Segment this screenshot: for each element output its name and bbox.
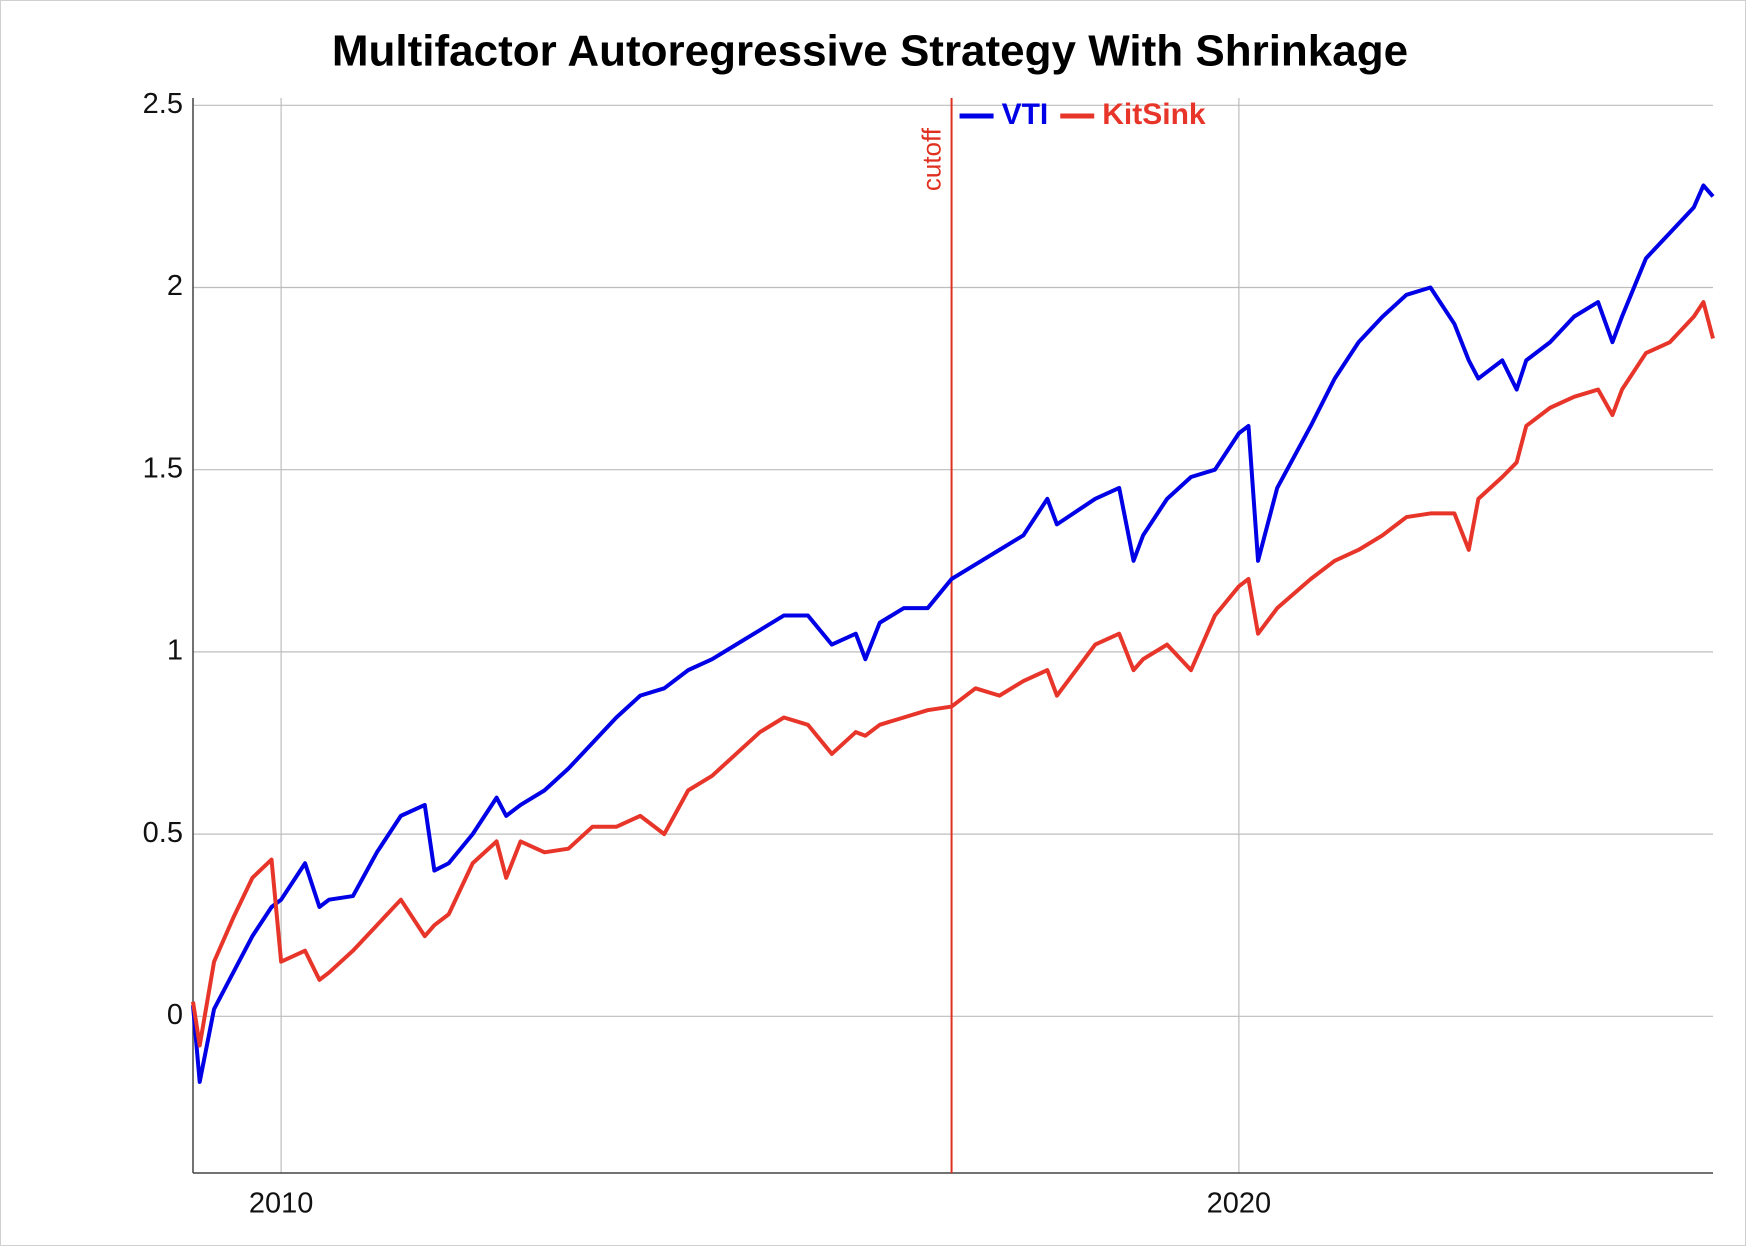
series-line: [191, 300, 1715, 1048]
series-line: [191, 183, 1715, 1084]
y-tick-label: 0.5: [143, 817, 183, 849]
chart-title: Multifactor Autoregressive Strategy With…: [332, 27, 1408, 76]
y-tick-label: 2.5: [143, 88, 183, 120]
y-tick-label: 0: [167, 999, 183, 1031]
y-tick-label: 1: [167, 635, 183, 667]
y-tick-label: 1.5: [143, 452, 183, 484]
legend-label: VTI: [1002, 98, 1049, 131]
x-tick-label: 2010: [249, 1188, 314, 1220]
y-tick-label: 2: [167, 270, 183, 302]
legend-label: KitSink: [1102, 98, 1206, 131]
x-tick-label: 2020: [1207, 1188, 1272, 1220]
cutoff-label: cutoff: [916, 127, 946, 191]
